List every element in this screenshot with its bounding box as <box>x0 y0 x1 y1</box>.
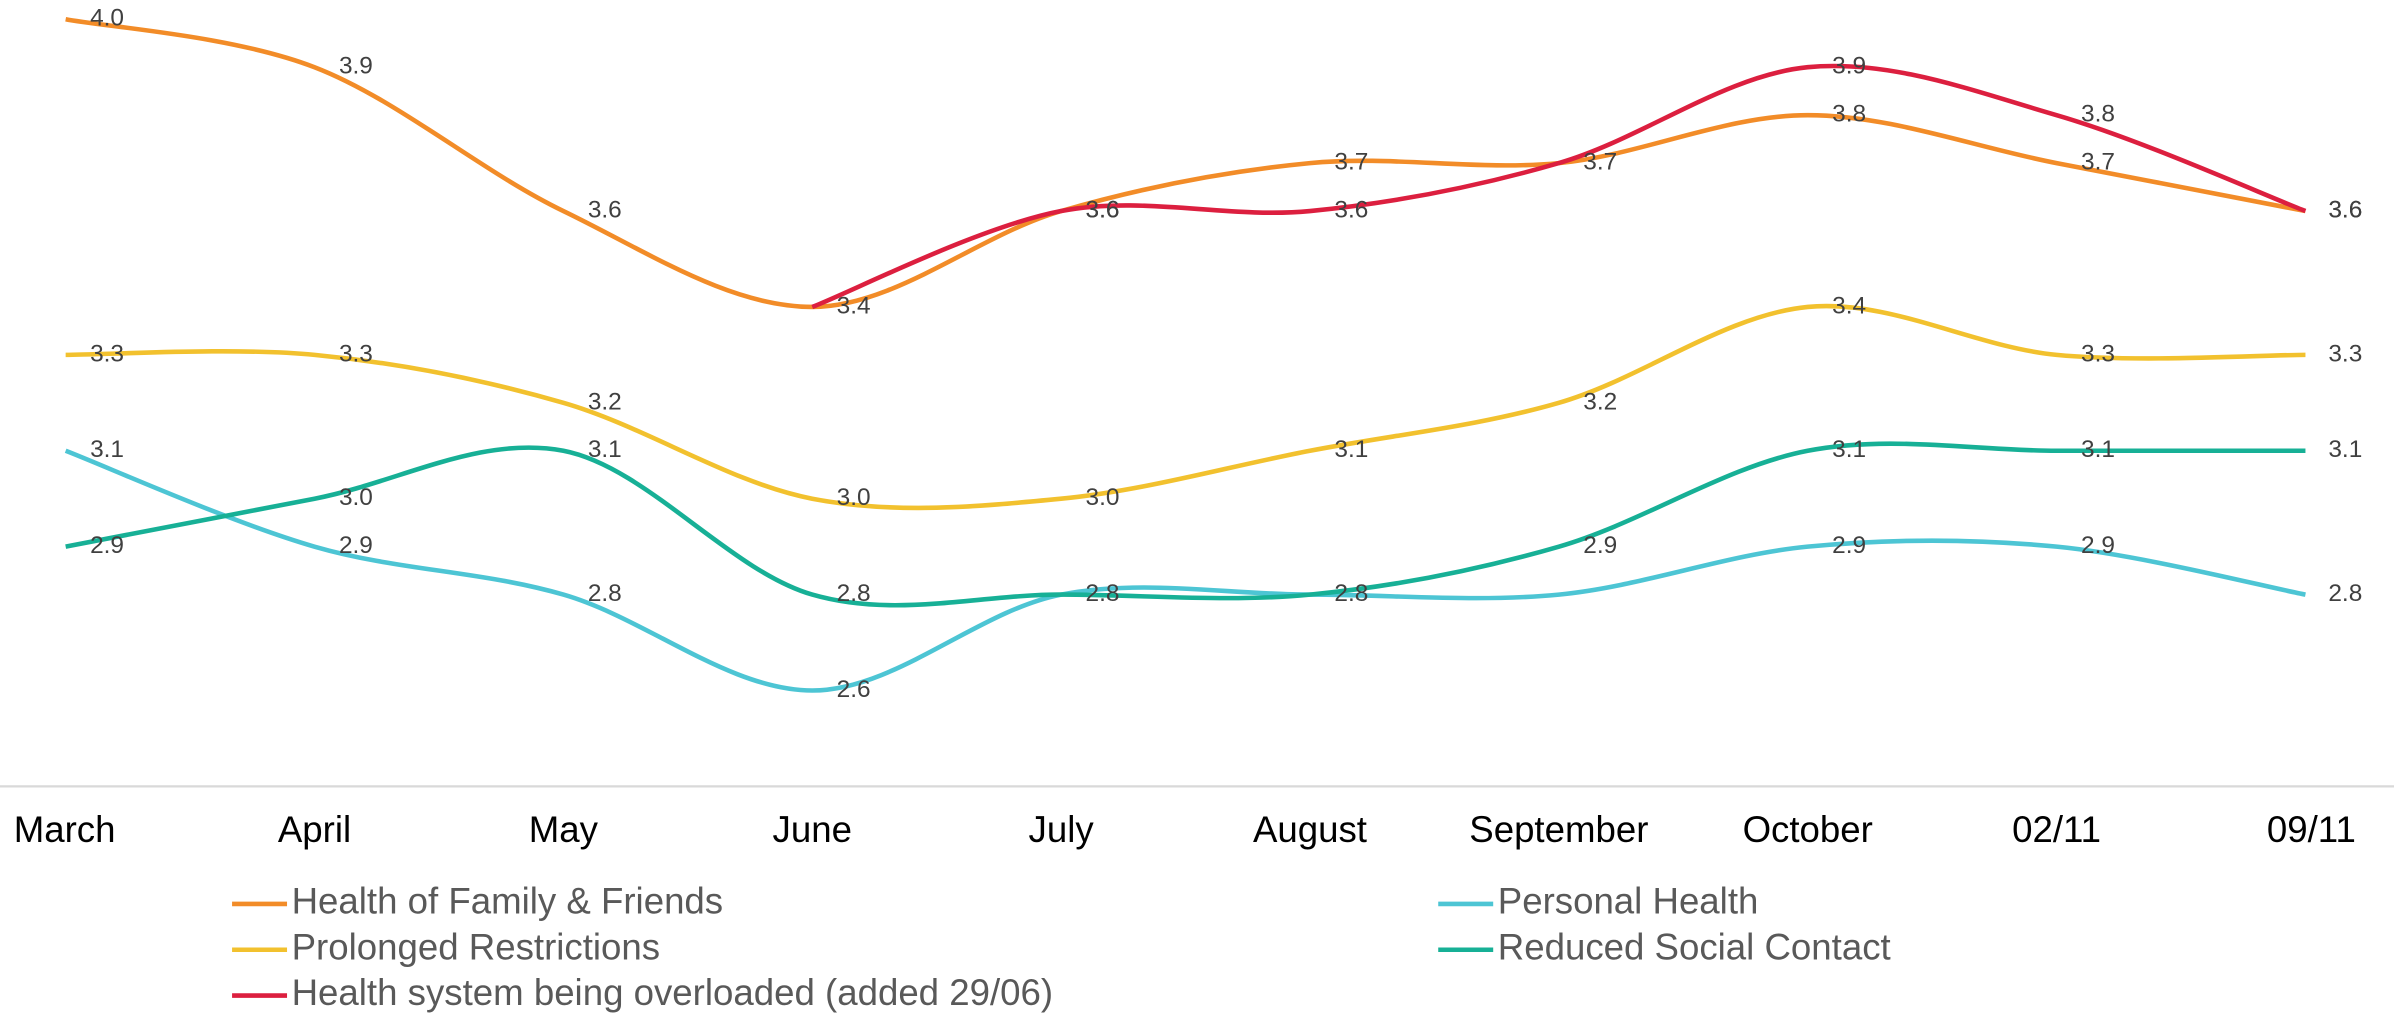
x-tick-label: April <box>278 809 351 850</box>
data-label: 3.7 <box>2081 149 2115 176</box>
series-line <box>65 441 2306 608</box>
legend-label: Health system being overloaded (added 29… <box>292 972 1053 1013</box>
data-label: 3.1 <box>2081 436 2115 463</box>
data-label: 3.0 <box>1086 484 1120 511</box>
x-tick-label: June <box>773 809 852 850</box>
x-tick-label: 02/11 <box>2012 809 2101 850</box>
x-tick-label: March <box>14 809 116 850</box>
data-label: 2.9 <box>1832 532 1866 559</box>
data-label: 3.0 <box>837 484 871 511</box>
data-label: 3.1 <box>1832 436 1866 463</box>
legend-label: Personal Health <box>1498 881 1759 922</box>
legend-label: Prolonged Restrictions <box>292 926 660 967</box>
series-line <box>65 17 2306 310</box>
data-label: 3.3 <box>2328 340 2362 367</box>
series-line <box>65 303 2306 511</box>
data-label: 3.3 <box>339 340 373 367</box>
data-label: 3.6 <box>1086 196 1120 223</box>
data-label: 2.8 <box>1086 580 1120 607</box>
data-label: 3.7 <box>1334 149 1368 176</box>
data-label: 3.1 <box>2328 436 2362 463</box>
data-label: 3.3 <box>90 340 124 367</box>
data-label: 2.8 <box>1334 580 1368 607</box>
data-label: 3.1 <box>588 436 622 463</box>
data-label: 2.9 <box>339 532 373 559</box>
data-label: 2.9 <box>90 532 124 559</box>
data-label: 3.6 <box>588 196 622 223</box>
legend-label: Health of Family & Friends <box>292 881 724 922</box>
data-label: 3.8 <box>1832 101 1866 128</box>
x-tick-label: July <box>1029 809 1095 850</box>
data-label: 3.3 <box>2081 340 2115 367</box>
series-line <box>811 63 2307 310</box>
data-label: 2.9 <box>1583 532 1617 559</box>
data-label: 3.4 <box>837 292 871 319</box>
x-tick-label: 09/11 <box>2267 809 2356 850</box>
data-label: 2.9 <box>2081 532 2115 559</box>
data-label: 3.8 <box>2081 101 2115 128</box>
data-label: 3.4 <box>1832 292 1866 319</box>
series-line <box>64 448 2306 693</box>
data-label: 3.9 <box>1832 53 1866 80</box>
x-tick-label: October <box>1743 809 1873 850</box>
data-label: 2.8 <box>2328 580 2362 607</box>
data-label: 3.1 <box>90 436 124 463</box>
data-label: 3.1 <box>1334 436 1368 463</box>
data-label: 3.6 <box>1086 196 1120 223</box>
data-label: 2.8 <box>837 580 871 607</box>
x-tick-label: May <box>529 809 599 850</box>
x-tick-label: August <box>1253 809 1367 850</box>
data-label: 3.2 <box>1583 388 1617 415</box>
data-label: 2.8 <box>588 580 622 607</box>
data-label: 3.2 <box>588 388 622 415</box>
data-label: 4.0 <box>90 5 124 32</box>
x-tick-label: September <box>1469 809 1648 850</box>
legend-label: Reduced Social Contact <box>1498 926 1891 967</box>
data-label: 3.6 <box>1334 196 1368 223</box>
data-label: 3.0 <box>339 484 373 511</box>
data-label: 3.9 <box>339 53 373 80</box>
data-label: 2.6 <box>837 676 871 703</box>
data-label: 3.7 <box>1583 149 1617 176</box>
data-label: 3.6 <box>2328 196 2362 223</box>
data-label: 3.6 <box>2328 196 2362 223</box>
